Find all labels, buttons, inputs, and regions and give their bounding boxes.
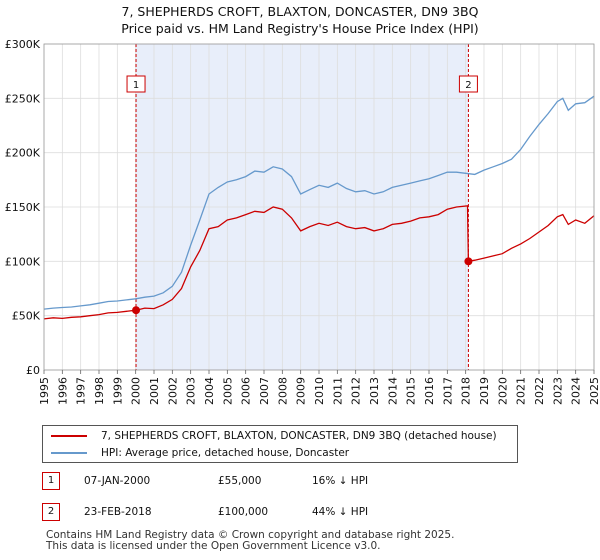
transaction-date: 07-JAN-2000 — [84, 475, 151, 487]
transaction-date: 23-FEB-2018 — [84, 506, 152, 518]
transaction-badge: 1 — [42, 472, 60, 490]
footer-line-2: This data is licensed under the Open Gov… — [46, 540, 381, 552]
y-tick-label: £300K — [5, 38, 41, 51]
transaction-price: £100,000 — [218, 506, 269, 518]
x-tick-label: 2024 — [570, 377, 583, 405]
footer-attribution: Contains HM Land Registry data © Crown c… — [46, 530, 454, 552]
x-tick-label: 2001 — [148, 377, 161, 405]
transaction-badge: 2 — [42, 503, 60, 521]
x-tick-label: 2011 — [331, 377, 344, 405]
footer-line-1: Contains HM Land Registry data © Crown c… — [46, 529, 455, 541]
legend: 7, SHEPHERDS CROFT, BLAXTON, DONCASTER, … — [42, 425, 518, 463]
x-tick-label: 2022 — [533, 377, 546, 405]
x-tick-label: 2010 — [313, 377, 326, 405]
x-tick-label: 2023 — [551, 377, 564, 405]
legend-item-hpi: HPI: Average price, detached house, Donc… — [51, 445, 349, 461]
x-tick-label: 2014 — [386, 377, 399, 405]
transaction-hpi-diff: 16% ↓ HPI — [312, 475, 369, 487]
x-tick-label: 2002 — [166, 377, 179, 405]
price-chart: £0 £50K £100K £150K £200K £250K £300K 1995 1996… — [5, 38, 600, 405]
transaction-hpi-diff: 44% ↓ HPI — [312, 506, 369, 518]
x-tick-label: 1999 — [111, 377, 124, 405]
y-tick-label: £50K — [12, 310, 41, 323]
x-tick-label: 2009 — [295, 377, 308, 405]
x-tick-label: 2021 — [515, 377, 528, 405]
x-tick-label: 1995 — [38, 377, 51, 405]
x-tick-label: 2025 — [588, 377, 600, 405]
y-tick-label: £0 — [26, 364, 40, 377]
legend-swatch-price — [51, 435, 87, 437]
marker-badge-2 — [458, 75, 478, 93]
x-tick-label: 2003 — [185, 377, 198, 405]
x-tick-label: 2019 — [478, 377, 491, 405]
chart-title-address: 7, SHEPHERDS CROFT, BLAXTON, DONCASTER, … — [121, 4, 479, 19]
x-axis: 1995 1996 1997 1998 1999 2000 2001 2002 2003 2004… — [38, 370, 600, 405]
x-tick-label: 2000 — [130, 377, 143, 405]
transaction-price: £55,000 — [218, 475, 262, 487]
legend-item-price: 7, SHEPHERDS CROFT, BLAXTON, DONCASTER, … — [51, 428, 497, 444]
x-tick-label: 2017 — [441, 377, 454, 405]
x-tick-label: 2016 — [423, 377, 436, 405]
sale-point-2 — [464, 257, 473, 266]
x-tick-label: 1996 — [56, 377, 69, 405]
x-tick-label: 2004 — [203, 377, 216, 405]
x-tick-label: 2008 — [276, 377, 289, 405]
chart-subtitle: Price paid vs. HM Land Registry's House … — [121, 21, 479, 36]
marker-badge-label: 1 — [133, 80, 139, 91]
x-tick-label: 1998 — [93, 377, 106, 405]
legend-label-price: 7, SHEPHERDS CROFT, BLAXTON, DONCASTER, … — [101, 430, 497, 442]
x-tick-label: 2007 — [258, 377, 271, 405]
x-tick-label: 2013 — [368, 377, 381, 405]
x-tick-label: 2006 — [240, 377, 253, 405]
sale-point-1 — [132, 306, 141, 315]
y-tick-label: £200K — [5, 147, 41, 160]
x-tick-label: 2012 — [350, 377, 363, 405]
legend-label-hpi: HPI: Average price, detached house, Donc… — [101, 447, 350, 459]
x-tick-label: 2015 — [405, 377, 418, 405]
y-tick-label: £150K — [5, 201, 41, 214]
x-tick-label: 1997 — [75, 377, 88, 405]
x-tick-label: 2020 — [496, 377, 509, 405]
x-tick-label: 2018 — [460, 377, 473, 405]
y-tick-label: £100K — [5, 255, 41, 268]
marker-badge-label: 2 — [465, 80, 471, 91]
x-tick-label: 2005 — [221, 377, 234, 405]
hpi-series-line — [43, 95, 595, 310]
legend-swatch-hpi — [51, 452, 87, 454]
y-axis: £0 £50K £100K £150K £200K £250K £300K — [5, 38, 41, 377]
y-tick-label: £250K — [5, 92, 41, 105]
marker-badge-1 — [126, 75, 146, 93]
